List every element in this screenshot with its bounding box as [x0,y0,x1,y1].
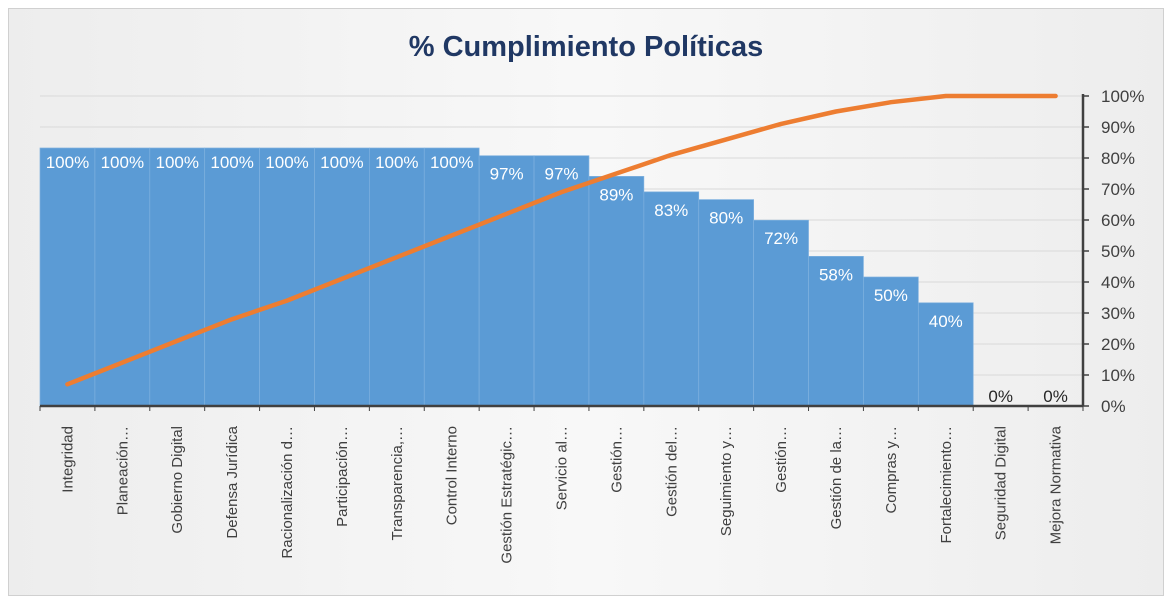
y-tick-label: 50% [1101,242,1135,261]
y-tick-label: 40% [1101,273,1135,292]
bar [588,176,645,407]
bar-value-label: 40% [929,312,963,331]
x-tick-label: Planeación… [114,426,131,515]
bar [753,219,809,407]
x-tick-label: Control Interno [444,426,461,525]
x-tick-label: Mejora Normativa [1048,425,1065,544]
x-tick-label: Defensa Jurídica [224,425,241,538]
x-tick-label: Seguimiento y… [718,426,735,536]
bar-value-label: 100% [155,153,198,172]
x-tick-label: Transparencia,… [389,426,406,541]
x-tick-label: Gestión… [773,426,790,493]
y-tick-label: 0% [1101,397,1126,416]
bar-value-label: 100% [375,153,418,172]
y-tick-label: 80% [1101,149,1135,168]
x-tick-label: Compras y… [883,426,900,514]
bar [94,147,151,407]
bar-value-label: 100% [320,153,363,172]
y-tick-label: 60% [1101,211,1135,230]
bar-value-label: 0% [988,387,1013,406]
bar [863,276,919,407]
bar-value-label: 100% [430,153,473,172]
bar-value-label: 58% [819,265,853,284]
x-tick-label: Racionalización d… [279,426,296,559]
bar [643,191,700,407]
y-tick-label: 90% [1101,118,1135,137]
bar-value-label: 100% [46,153,89,172]
x-tick-label: Participación… [334,426,351,527]
bar-value-label: 97% [490,165,524,184]
bar-value-label: 100% [210,153,253,172]
bar-value-label: 72% [764,229,798,248]
bar [259,147,315,407]
x-tick-label: Gestión Estratégic… [499,426,516,564]
bar [478,155,535,407]
x-tick-label: Gestión… [608,426,625,493]
cumulative-line [65,93,1058,387]
bar [149,147,206,407]
chart-title: % Cumplimiento Políticas [408,31,764,63]
x-tick-label: Integridad [59,426,76,493]
bar-value-label: 0% [1043,387,1068,406]
y-tick-label: 100% [1101,87,1144,106]
bar-value-label: 89% [599,185,633,204]
bar-value-label: 83% [654,201,688,220]
bar [39,147,96,407]
bar [204,147,260,407]
bar-value-label: 97% [544,165,578,184]
y-tick-label: 20% [1101,335,1135,354]
bar [917,302,974,407]
x-tick-label: Gobierno Digital [169,426,186,534]
x-tick-label: Gestión del… [663,426,680,517]
bar-value-label: 50% [874,286,908,305]
bar [698,199,754,407]
bar [423,147,480,407]
bar-value-label: 80% [709,209,743,228]
x-tick-label: Gestión de la… [828,426,845,529]
x-tick-label: Servicio al… [554,426,571,510]
y-tick-label: 30% [1101,304,1135,323]
x-tick-label: Fortalecimiento… [938,426,955,544]
x-tick-label: Seguridad Digital [993,426,1010,540]
bar-value-label: 100% [101,153,144,172]
bar [369,147,425,407]
y-tick-label: 70% [1101,180,1135,199]
y-tick-label: 10% [1101,366,1135,385]
bar-value-label: 100% [265,153,308,172]
